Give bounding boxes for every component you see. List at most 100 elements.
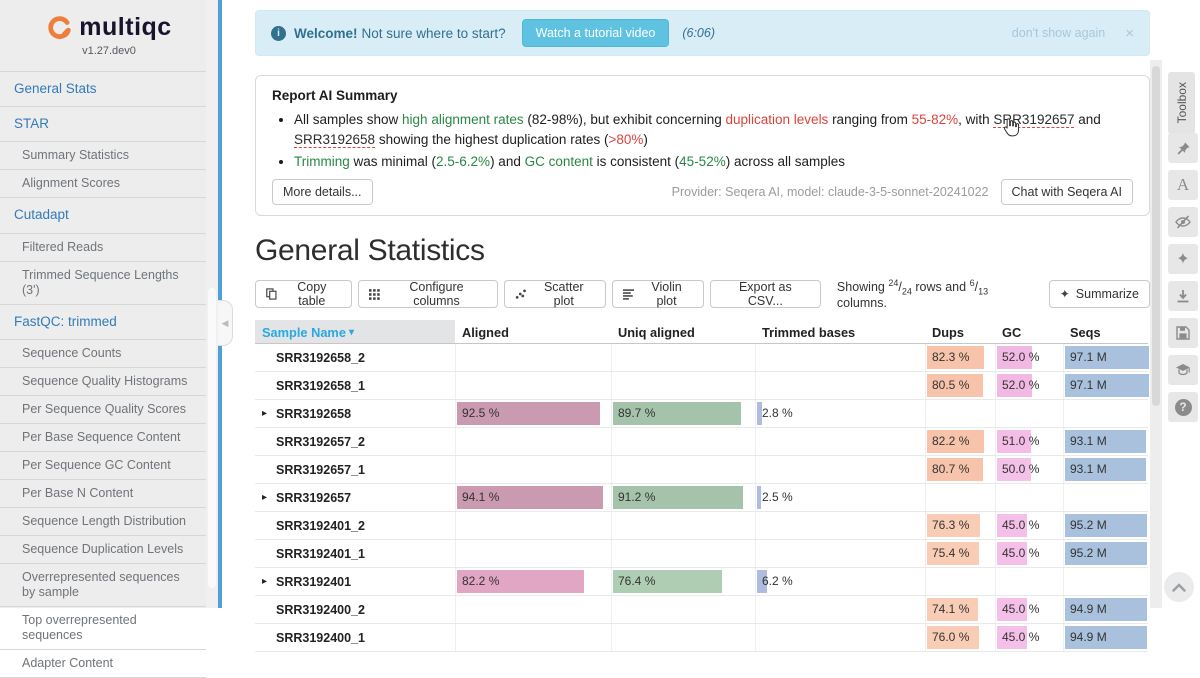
ai-text: (82-98%), but exhibit concerning — [523, 112, 726, 127]
dont-show-again-link[interactable]: don't show again — [1011, 26, 1106, 40]
sample-name: SRR3192401_2 — [276, 518, 365, 533]
dups-cell: 82.3 % — [925, 344, 995, 372]
sample-name: SRR3192658_1 — [276, 378, 365, 393]
sidebar-item[interactable]: Per Sequence Quality Scores — [0, 396, 206, 424]
sample-name-cell[interactable]: SRR3192401_1 — [255, 540, 455, 567]
configure-columns-button[interactable]: Configure columns — [357, 280, 499, 309]
sidebar-item[interactable]: Per Base N Content — [0, 480, 206, 508]
expand-icon[interactable]: ▸ — [262, 576, 268, 588]
header-trimmed-bases[interactable]: Trimmed bases — [762, 325, 856, 341]
sidebar-item[interactable]: Filtered Reads — [0, 234, 206, 262]
sidebar-scrollbar-thumb[interactable] — [208, 288, 216, 588]
export-csv-button[interactable]: Export as CSV... — [709, 280, 821, 309]
download-button[interactable] — [1168, 281, 1198, 311]
page-scrollbar-thumb[interactable] — [1152, 66, 1160, 406]
aligned-cell: 92.5 % — [455, 400, 611, 428]
ai-text: ) — [643, 131, 648, 147]
gc-cell — [995, 400, 1063, 428]
sample-name-cell[interactable]: SRR3192657_1 — [255, 456, 455, 483]
scatter-plot-label: Scatter plot — [543, 280, 584, 309]
sidebar-item[interactable]: Sequence Length Distribution — [0, 508, 206, 536]
toolbox-tab[interactable]: Toolbox — [1168, 72, 1195, 134]
value-bar — [927, 458, 983, 482]
sample-name-cell[interactable]: SRR3192400_1 — [255, 624, 455, 651]
grid-icon — [368, 288, 380, 300]
trim-cell — [755, 344, 925, 372]
violin-plot-button[interactable]: Violin plot — [611, 280, 704, 309]
copy-icon — [266, 288, 277, 300]
table-row: SRR3192400_1 76.0 % 45.0 % 94.9 M — [255, 624, 1148, 653]
copy-table-label: Copy table — [297, 280, 327, 309]
sample-name: SRR3192657_1 — [276, 462, 365, 477]
sample-name-cell[interactable]: SRR3192400_2 — [255, 596, 455, 623]
header-seqs[interactable]: Seqs — [1070, 325, 1101, 341]
header-uniq-aligned[interactable]: Uniq aligned — [618, 325, 695, 341]
ai-text: ) across all samples — [725, 154, 846, 170]
ai-toolbox-button[interactable]: ✦ — [1168, 244, 1198, 274]
header-dups[interactable]: Dups — [932, 325, 964, 341]
sample-link[interactable]: SRR3192657 — [993, 112, 1075, 128]
sidebar-item[interactable]: Sequence Counts — [0, 340, 206, 368]
expand-icon[interactable]: ▸ — [262, 492, 268, 504]
sample-name-cell[interactable]: ▸ SRR3192658 — [255, 400, 455, 427]
value-bar — [997, 514, 1028, 538]
scatter-plot-button[interactable]: Scatter plot — [504, 280, 606, 309]
table-body: SRR3192658_2 82.3 % 52.0 % 97.1 M SRR3192658… — [255, 344, 1149, 653]
scroll-to-top-button[interactable] — [1164, 572, 1194, 602]
sidebar-item[interactable]: General Stats — [0, 72, 206, 108]
value-bar — [1065, 458, 1146, 482]
sidebar-item[interactable]: Top overrepresented sequences — [0, 607, 206, 650]
sidebar-item[interactable]: Sequence Duplication Levels — [0, 536, 206, 564]
trim-cell: 6.2 % — [755, 568, 925, 596]
tour-button[interactable] — [1168, 355, 1198, 385]
sample-name-cell[interactable]: ▸ SRR3192657 — [255, 484, 455, 511]
banner-close-icon[interactable]: × — [1125, 24, 1134, 42]
header-aligned[interactable]: Aligned — [462, 325, 509, 341]
watch-tutorial-button[interactable]: Watch a tutorial video — [521, 19, 670, 47]
sidebar-item[interactable]: Overrepresented sequences by sample — [0, 564, 206, 607]
sidebar-collapse-button[interactable]: ◀ — [218, 300, 233, 346]
copy-table-button[interactable]: Copy table — [255, 280, 352, 309]
chevron-up-icon — [1172, 582, 1186, 592]
uniq-cell: 76.4 % — [611, 568, 755, 596]
help-button[interactable]: ? — [1168, 392, 1198, 422]
sidebar-item[interactable]: Adapter Content — [0, 650, 206, 678]
header-sample-name[interactable]: Sample Name ▾ — [255, 320, 455, 344]
sidebar-item[interactable]: Per Sequence GC Content — [0, 452, 206, 480]
pin-button[interactable] — [1168, 133, 1198, 163]
ai-bullet: Trimming was minimal (2.5-6.2%) and GC c… — [294, 152, 1133, 172]
sidebar-item[interactable]: Trimmed Sequence Lengths (3') — [0, 262, 206, 305]
ai-sparkle-icon: ✦ — [1176, 251, 1190, 268]
sample-name-cell[interactable]: SRR3192658_2 — [255, 344, 455, 371]
sample-name-cell[interactable]: ▸ SRR3192401 — [255, 568, 455, 595]
summarize-button[interactable]: ✦ Summarize — [1048, 280, 1150, 309]
expand-icon[interactable]: ▸ — [262, 408, 268, 420]
sample-name-cell[interactable]: SRR3192401_2 — [255, 512, 455, 539]
sidebar-item[interactable]: Alignment Scores — [0, 170, 206, 199]
sidebar-item[interactable]: Cutadapt — [0, 198, 206, 234]
save-settings-button[interactable] — [1168, 318, 1198, 348]
table-toolbar: Copy table Configure columns Scatter plo… — [255, 278, 1150, 310]
sidebar-item[interactable]: STAR — [0, 107, 206, 143]
value-text: 95.2 M — [1070, 518, 1107, 533]
sidebar-item[interactable]: Sequence Quality Histograms — [0, 368, 206, 396]
chat-seqera-button[interactable]: Chat with Seqera AI — [1000, 178, 1133, 205]
value-bar — [757, 402, 762, 426]
sample-name-cell[interactable]: SRR3192657_2 — [255, 428, 455, 455]
rename-samples-button[interactable]: A — [1168, 170, 1198, 200]
header-gc[interactable]: GC — [1002, 325, 1022, 341]
hide-samples-button[interactable] — [1168, 207, 1198, 237]
value-bar — [457, 402, 601, 426]
value-bar — [457, 570, 585, 594]
sidebar-item[interactable]: Summary Statistics — [0, 142, 206, 171]
sidebar-item[interactable]: Per Base Sequence Content — [0, 424, 206, 452]
value-text: 76.3 % — [932, 518, 970, 533]
table-row: SRR3192401_1 75.4 % 45.0 % 95.2 M — [255, 540, 1148, 569]
sidebar-item[interactable]: FastQC: trimmed — [0, 305, 206, 340]
value-text: 2.8 % — [762, 406, 793, 421]
sample-name-cell[interactable]: SRR3192658_1 — [255, 372, 455, 399]
table-row: ▸ SRR3192657 94.1 % 91.2 % 2.5 % — [255, 484, 1148, 513]
sample-name: SRR3192657 — [276, 490, 352, 505]
sample-link[interactable]: SRR3192658 — [294, 131, 376, 148]
more-details-button[interactable]: More details... — [272, 178, 373, 205]
